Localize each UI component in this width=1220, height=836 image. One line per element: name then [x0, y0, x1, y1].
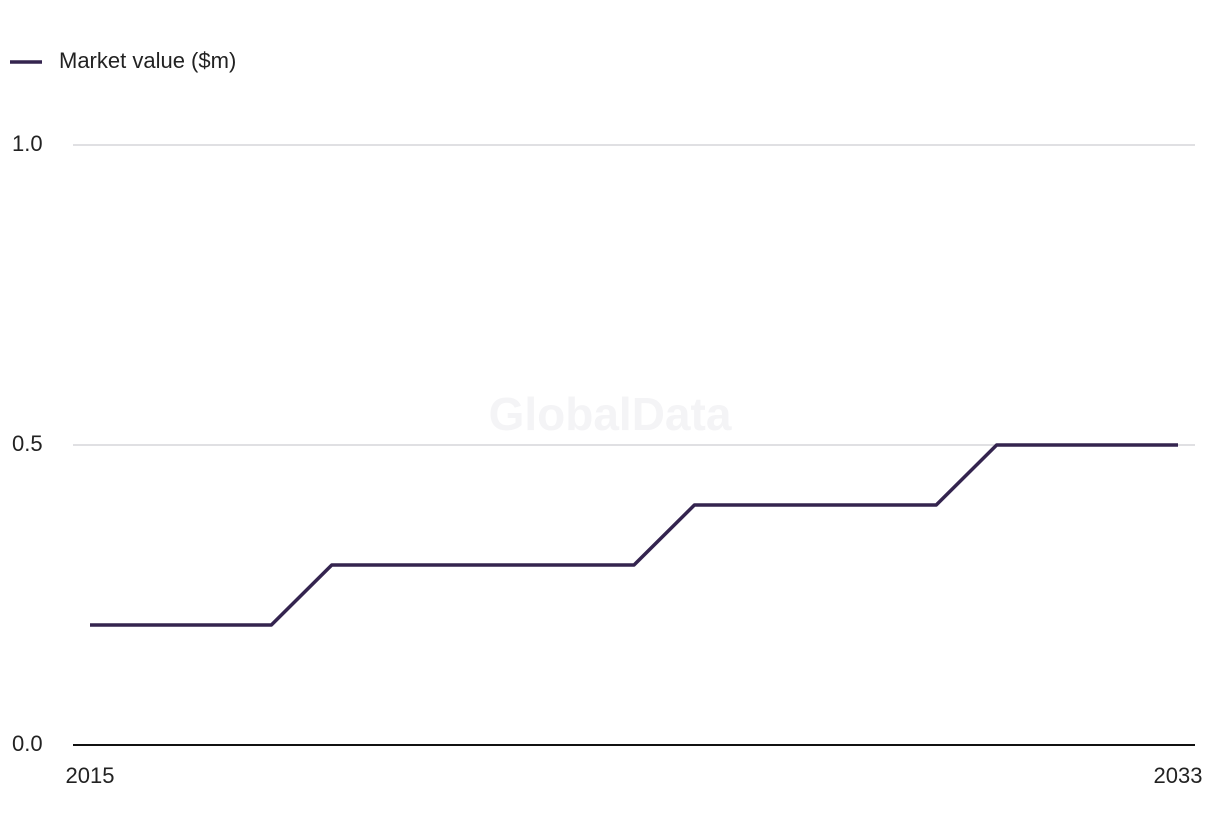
- watermark: GlobalData: [489, 388, 732, 440]
- y-tick-label: 0.0: [12, 731, 43, 756]
- y-tick-label: 1.0: [12, 131, 43, 156]
- x-tick-label: 2015: [66, 763, 115, 788]
- line: [90, 443, 1178, 627]
- x-tick-label: 2033: [1154, 763, 1203, 788]
- legend-label: Market value ($m): [59, 48, 236, 73]
- y-tick-label: 0.5: [12, 431, 43, 456]
